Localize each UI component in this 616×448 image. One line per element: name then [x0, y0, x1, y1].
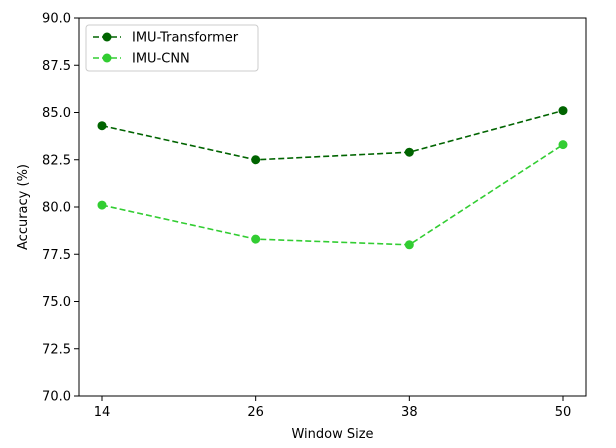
data-point	[558, 106, 568, 116]
data-point	[404, 240, 414, 250]
y-axis-ticks: 70.0 72.5 75.0 77.5 80.0 82.5 85.0 87.5 90.0	[42, 12, 79, 405]
x-tick-label: 38	[401, 405, 418, 420]
y-tick-label: 70.0	[42, 390, 71, 405]
data-point	[404, 147, 414, 157]
y-tick-label: 77.5	[42, 248, 71, 263]
data-point	[97, 121, 107, 131]
series-layer	[97, 106, 568, 250]
legend-marker	[102, 32, 112, 42]
series-line	[101, 143, 564, 246]
x-tick-label: 14	[94, 405, 111, 420]
legend: IMU-Transformer IMU-CNN	[85, 24, 259, 72]
y-tick-label: 72.5	[42, 342, 71, 357]
x-axis-label: Window Size	[291, 427, 373, 442]
legend-marker	[102, 53, 112, 63]
x-tick-label: 26	[247, 405, 264, 420]
series-imu-cnn	[97, 140, 568, 250]
legend-box	[85, 24, 259, 72]
data-point	[97, 200, 107, 210]
series-imu-transformer	[97, 106, 568, 165]
x-tick-label: 50	[555, 405, 572, 420]
data-point	[558, 140, 568, 150]
y-tick-label: 87.5	[42, 59, 71, 74]
y-axis-label: Accuracy (%)	[16, 164, 31, 250]
y-tick-label: 90.0	[42, 12, 71, 27]
legend-item: IMU-Transformer	[93, 31, 239, 46]
data-point	[251, 234, 261, 244]
y-tick-label: 85.0	[42, 106, 71, 121]
y-tick-label: 82.5	[42, 153, 71, 168]
series-line	[101, 109, 564, 161]
y-tick-label: 80.0	[42, 201, 71, 216]
plot-area-frame	[78, 17, 587, 397]
x-axis-ticks: 14 26 38 50	[94, 396, 572, 420]
data-point	[251, 155, 261, 165]
y-tick-label: 75.0	[42, 295, 71, 310]
legend-label: IMU-Transformer	[132, 31, 239, 46]
legend-item: IMU-CNN	[93, 52, 190, 67]
legend-label: IMU-CNN	[132, 52, 190, 67]
